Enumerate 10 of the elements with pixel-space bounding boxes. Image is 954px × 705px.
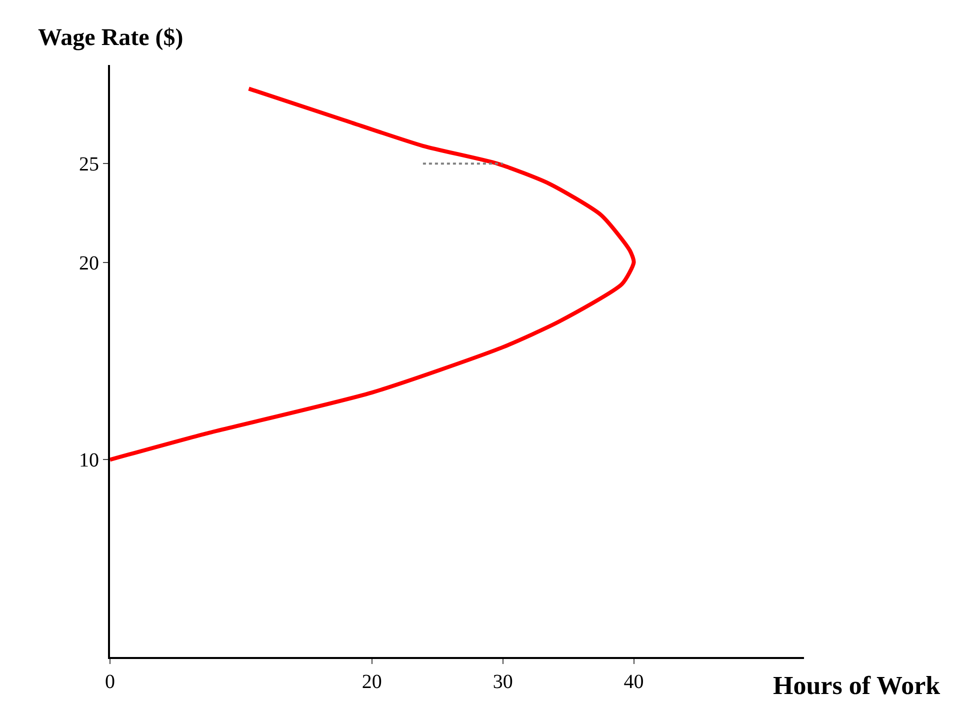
- x-tick-label: 20: [362, 671, 382, 693]
- x-axis-title: Hours of Work: [773, 671, 941, 700]
- y-tick-label: 25: [79, 154, 99, 176]
- x-tick-label: 0: [105, 671, 115, 693]
- x-tick-label: 40: [624, 671, 644, 693]
- y-axis-title: Wage Rate ($): [38, 25, 184, 51]
- y-tick-label: 10: [79, 450, 99, 472]
- y-tick-label: 20: [79, 252, 99, 274]
- line-series: [110, 86, 636, 462]
- x-tick-label: 30: [492, 671, 513, 693]
